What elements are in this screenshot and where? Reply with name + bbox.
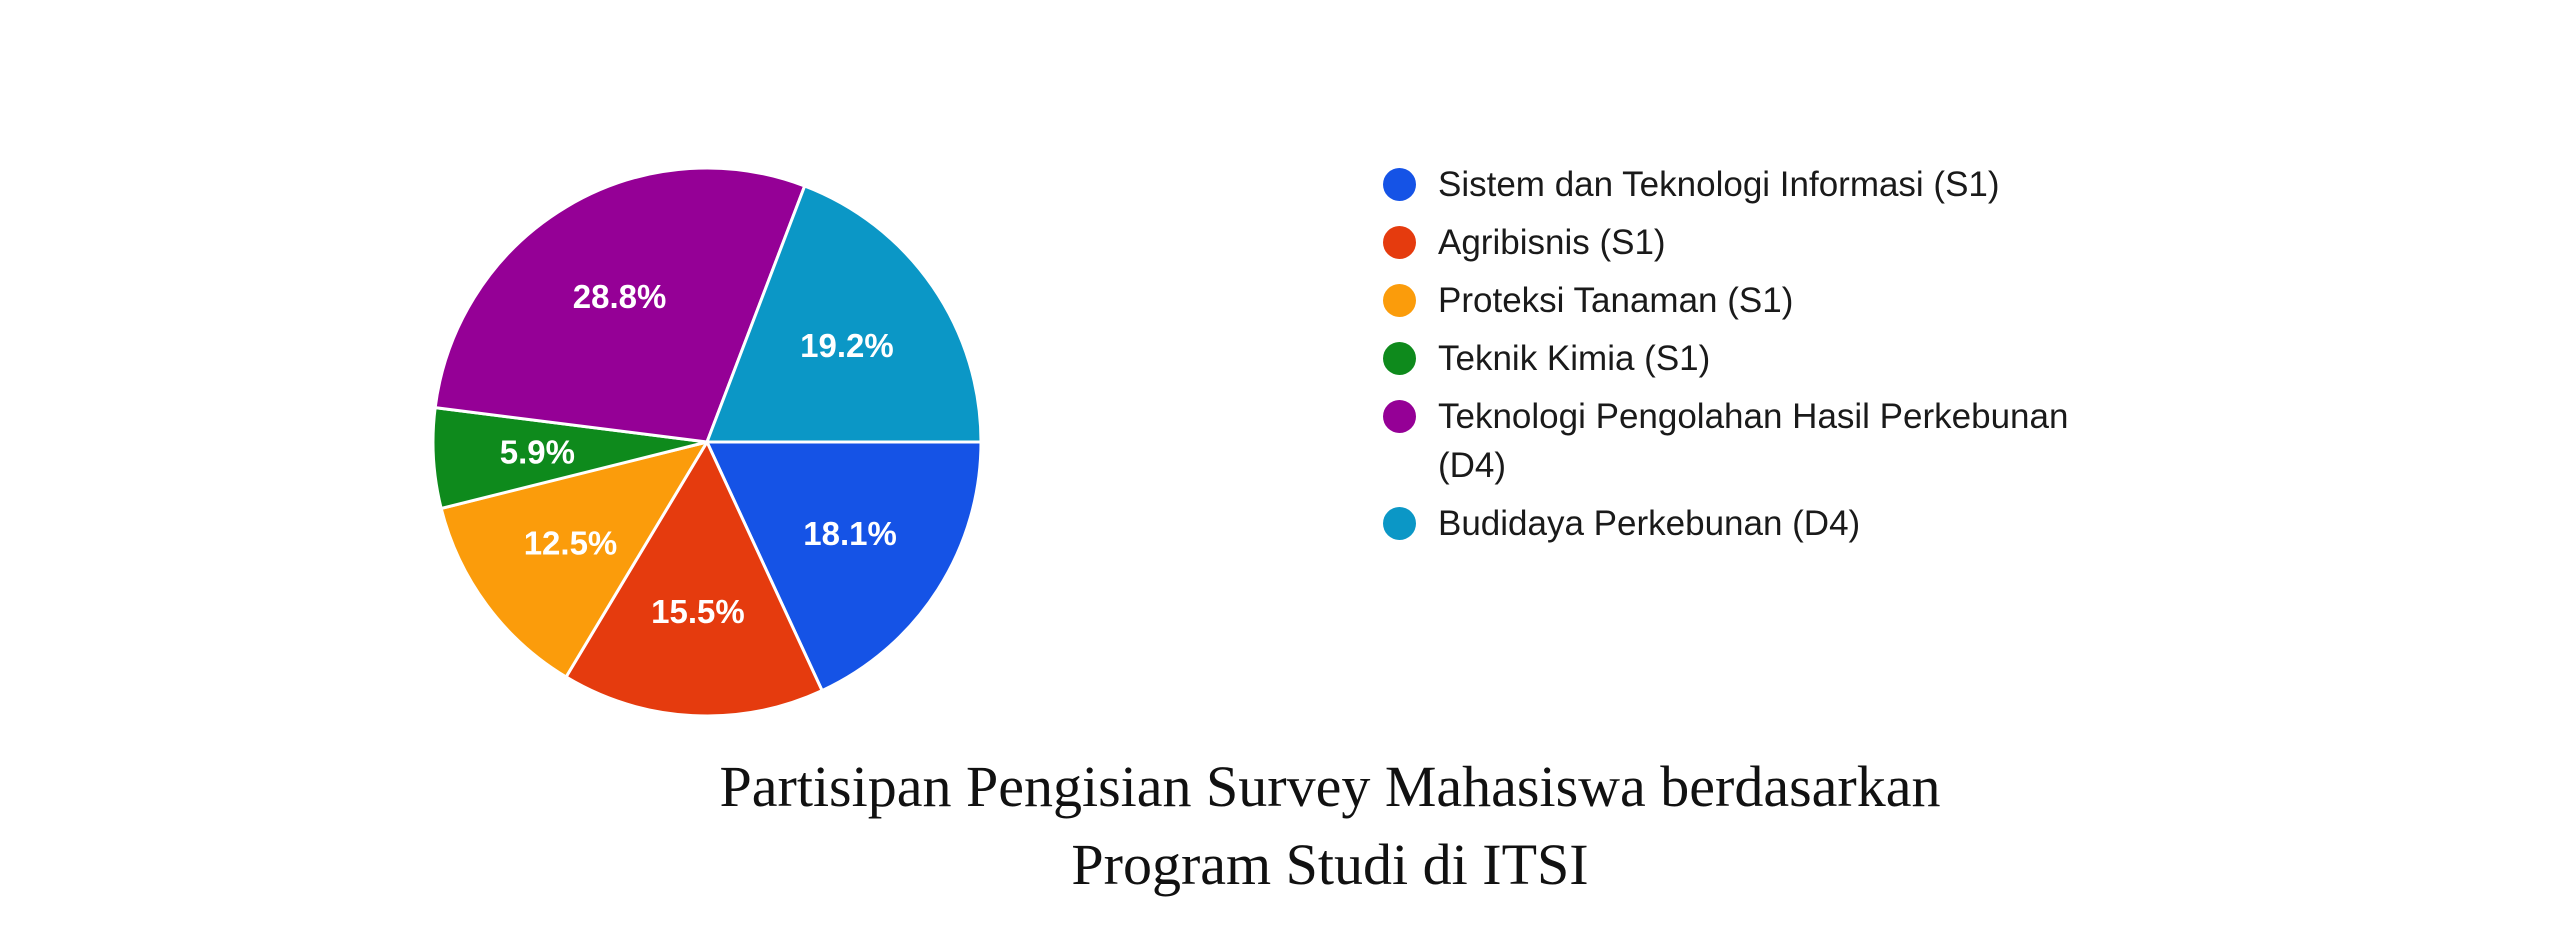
legend-item: Budidaya Perkebunan (D4) [1383,499,2143,548]
chart-title: Partisipan Pengisian Survey Mahasiswa be… [560,748,2100,904]
pie-slice-teknologi-pengolahan-hasil-perkebunan-d4 [433,166,807,444]
chart-title-line-2: Program Studi di ITSI [1071,832,1589,897]
legend-swatch [1383,226,1416,259]
legend-swatch [1383,507,1416,540]
pie-slice-label: 5.9% [500,434,575,471]
pie-slice-label: 15.5% [651,593,745,630]
legend-label: Teknik Kimia (S1) [1438,339,1711,378]
legend-swatch [1383,342,1416,375]
legend-item: Teknik Kimia (S1) [1383,334,2143,383]
legend-label: Agribisnis (S1) [1438,223,1666,262]
chart-legend: Sistem dan Teknologi Informasi (S1) Agrib… [1383,160,2143,557]
legend-label: Budidaya Perkebunan (D4) [1438,504,1861,543]
pie-slice-proteksi-tanaman-s1 [439,440,709,679]
pie-slices [431,166,983,718]
legend-item: Agribisnis (S1) [1383,218,2143,267]
pie-slice-label: 28.8% [573,278,667,315]
legend-swatch [1383,168,1416,201]
legend-swatch [1383,284,1416,317]
pie-slice-label: 12.5% [524,525,618,562]
legend-item: Sistem dan Teknologi Informasi (S1) [1383,160,2143,209]
chart-title-line-1: Partisipan Pengisian Survey Mahasiswa be… [719,754,1941,819]
legend-item: Proteksi Tanaman (S1) [1383,276,2143,325]
pie-slice-budidaya-perkebunan-d4 [705,184,983,444]
legend-label: Teknologi Pengolahan Hasil Perkebunan (D… [1438,397,2069,485]
pie-slice-sistem-dan-teknologi-informasi-s1 [705,440,983,693]
pie-slice-label: 19.2% [800,327,894,364]
pie-slice-label: 18.1% [803,515,897,552]
legend-label: Proteksi Tanaman (S1) [1438,281,1794,320]
legend-label: Sistem dan Teknologi Informasi (S1) [1438,165,2000,204]
legend-swatch [1383,400,1416,433]
pie-slice-labels: 18.1% 15.5% 12.5% 5.9% 28.8% 19.2% [500,278,897,630]
legend-item: Teknologi Pengolahan Hasil Perkebunan (D… [1383,392,2143,490]
pie-slice-agribisnis-s1 [564,440,824,718]
